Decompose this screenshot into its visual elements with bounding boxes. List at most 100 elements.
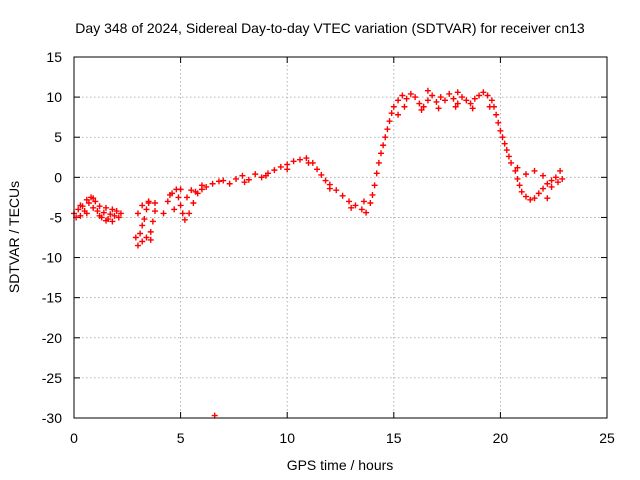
data-point xyxy=(531,167,538,174)
data-point xyxy=(358,206,365,213)
data-point xyxy=(437,94,444,101)
data-point xyxy=(277,163,284,170)
data-point xyxy=(111,212,118,219)
data-point xyxy=(143,206,150,213)
data-point xyxy=(412,94,419,101)
y-tick-label: -5 xyxy=(50,209,63,225)
data-point xyxy=(467,100,474,107)
data-point xyxy=(484,92,491,99)
data-point xyxy=(395,97,402,104)
data-point xyxy=(164,198,171,205)
data-points xyxy=(71,87,566,419)
data-point xyxy=(424,87,431,94)
data-point xyxy=(395,111,402,118)
data-point xyxy=(96,212,103,219)
data-point xyxy=(215,178,222,185)
data-point xyxy=(322,177,329,184)
data-point xyxy=(503,147,510,154)
data-point xyxy=(401,103,408,110)
data-point xyxy=(429,92,436,99)
y-tick-label: -15 xyxy=(42,290,62,306)
data-point xyxy=(160,210,167,217)
data-point xyxy=(508,159,515,166)
data-point xyxy=(147,228,154,235)
data-point xyxy=(488,97,495,104)
data-point xyxy=(333,187,340,194)
data-point xyxy=(318,171,325,178)
y-tick-label: 10 xyxy=(46,89,62,105)
data-point xyxy=(352,202,359,209)
data-point xyxy=(522,171,529,178)
data-point xyxy=(166,191,173,198)
data-point xyxy=(96,203,103,210)
data-point xyxy=(271,167,278,174)
data-point xyxy=(183,194,190,201)
data-point xyxy=(416,100,423,107)
data-point xyxy=(548,177,555,184)
data-point xyxy=(497,127,504,134)
data-point xyxy=(149,218,156,225)
x-axis-label: GPS time / hours xyxy=(287,457,394,473)
x-tick-label: 5 xyxy=(177,430,185,446)
data-point xyxy=(262,172,269,179)
data-point xyxy=(450,95,457,102)
data-point xyxy=(239,172,246,179)
data-point xyxy=(303,155,310,162)
grid-lines xyxy=(74,57,607,418)
data-point xyxy=(535,190,542,197)
data-point xyxy=(346,198,353,205)
data-point xyxy=(152,200,159,207)
data-point xyxy=(117,210,124,217)
data-point xyxy=(83,210,90,217)
data-point xyxy=(499,134,506,141)
data-point xyxy=(83,196,90,203)
data-point xyxy=(378,150,385,157)
data-point xyxy=(382,134,389,141)
data-point xyxy=(471,95,478,102)
data-point xyxy=(363,209,370,216)
data-point xyxy=(209,180,216,187)
data-point xyxy=(360,198,367,205)
y-tick-label: -30 xyxy=(42,410,62,426)
data-point xyxy=(134,242,141,249)
data-point xyxy=(435,105,442,112)
data-point xyxy=(367,200,374,207)
data-point xyxy=(226,180,233,187)
data-point xyxy=(373,170,380,177)
data-point xyxy=(480,89,487,96)
data-point xyxy=(399,92,406,99)
data-point xyxy=(495,119,502,126)
data-point xyxy=(459,94,466,101)
data-point xyxy=(505,153,512,160)
data-point xyxy=(371,182,378,189)
data-point xyxy=(554,179,561,186)
data-point xyxy=(375,159,382,166)
data-point xyxy=(186,210,193,217)
data-point xyxy=(407,90,414,97)
data-point xyxy=(190,200,197,207)
data-point xyxy=(92,198,99,205)
data-point xyxy=(100,209,107,216)
x-tick-label: 25 xyxy=(599,430,615,446)
data-point xyxy=(90,195,97,202)
y-tick-label: -10 xyxy=(42,250,62,266)
data-point xyxy=(75,206,82,213)
y-tick-label: 15 xyxy=(46,49,62,65)
data-point xyxy=(109,218,116,225)
data-point xyxy=(386,118,393,125)
data-point xyxy=(177,202,184,209)
data-point xyxy=(177,186,184,193)
data-point xyxy=(90,204,97,211)
data-point xyxy=(314,166,321,173)
data-point xyxy=(518,188,525,195)
data-point xyxy=(203,183,210,190)
data-point xyxy=(476,92,483,99)
x-tick-label: 10 xyxy=(279,430,295,446)
data-point xyxy=(452,103,459,110)
data-point xyxy=(418,106,425,113)
data-point xyxy=(380,142,387,149)
data-point xyxy=(139,222,146,229)
data-point xyxy=(527,196,534,203)
data-point xyxy=(132,234,139,241)
